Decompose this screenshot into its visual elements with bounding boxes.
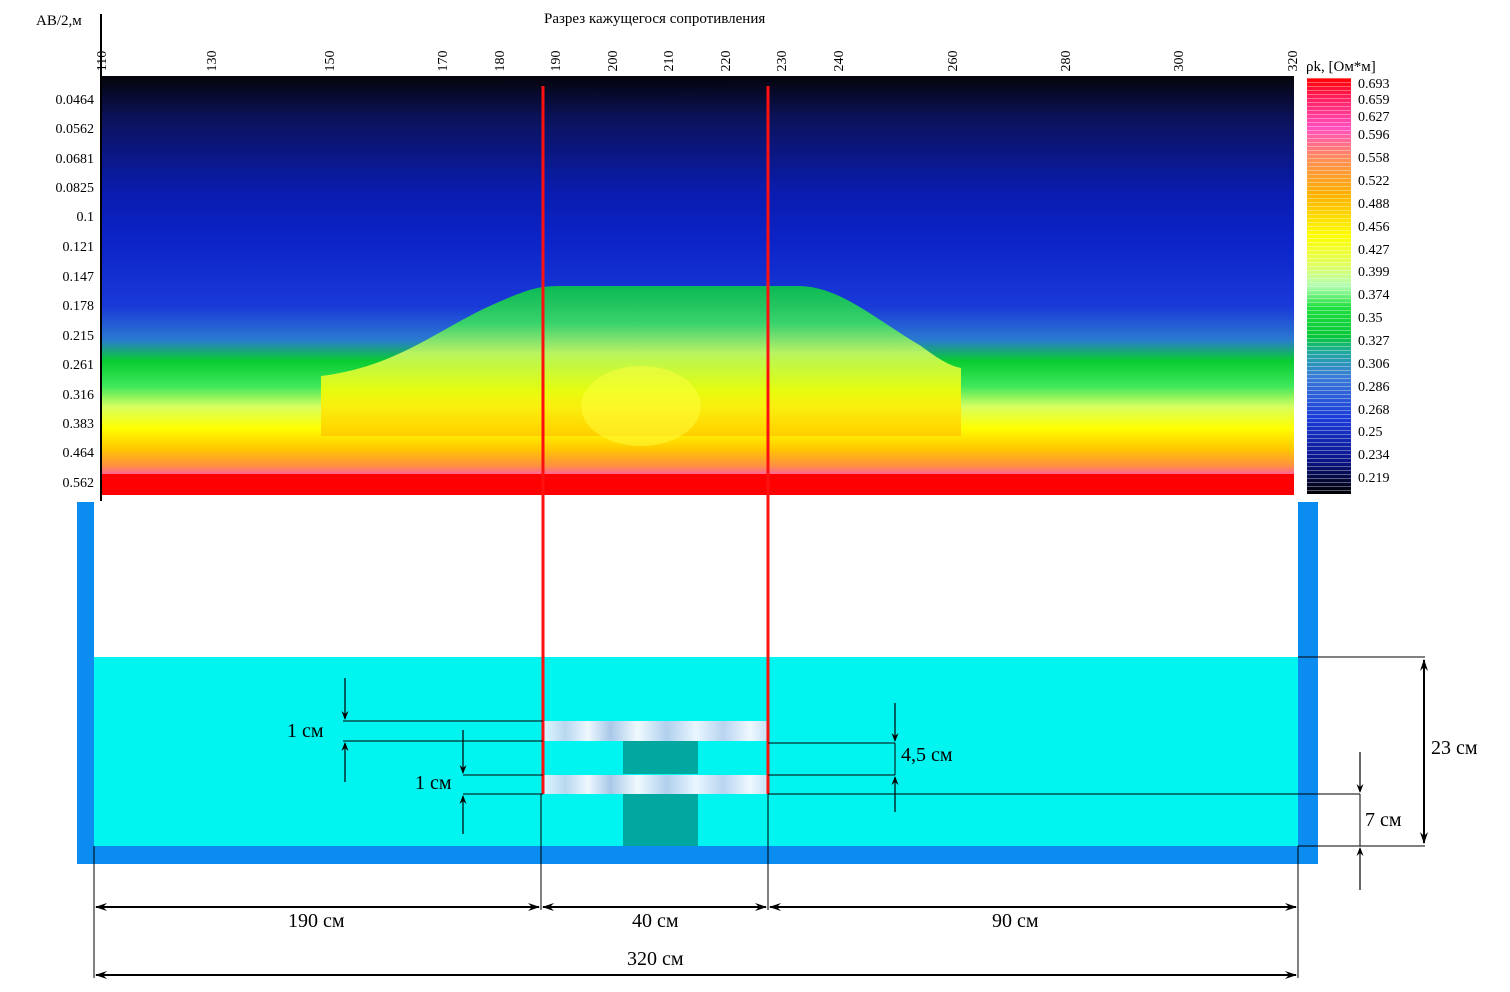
chart-title: Разрез кажущегося сопротивления: [544, 11, 766, 27]
y-tick: 0.0825: [55, 181, 95, 196]
y-tick: 0.0464: [55, 93, 95, 108]
colorbar-tick: 0.306: [1358, 357, 1390, 372]
y-tick: 0.0562: [55, 122, 95, 137]
y-tick: 0.178: [62, 299, 95, 314]
colorbar-label: ρk, [Ом*м]: [1306, 59, 1376, 75]
y-tick: 0.121: [62, 240, 95, 255]
colorbar-tick: 0.522: [1358, 174, 1390, 189]
colorbar-tick: 0.427: [1358, 243, 1390, 258]
y-axis-line: [100, 14, 102, 501]
y-axis-label: AB/2,м: [36, 13, 82, 29]
colorbar-tick: 0.488: [1358, 197, 1390, 212]
colorbar-tick: 0.234: [1358, 448, 1390, 463]
y-tick: 0.383: [62, 417, 95, 432]
colorbar-tick: 0.596: [1358, 128, 1390, 143]
plate-lower: [543, 775, 768, 794]
colorbar-tick: 0.399: [1358, 265, 1390, 280]
tank-left-wall: [77, 502, 94, 864]
colorbar-tick: 0.35: [1358, 311, 1383, 326]
dim-layer2: 1 см: [415, 772, 452, 794]
colorbar-tick: 0.219: [1358, 471, 1390, 486]
tank-bottom: [77, 846, 1318, 864]
colorbar: [1307, 78, 1351, 494]
y-tick: 0.0681: [55, 152, 95, 167]
y-tick: 0.261: [62, 358, 95, 373]
dim-water-depth: 23 см: [1431, 737, 1478, 759]
tank-right-wall: [1298, 502, 1318, 864]
plate-upper: [543, 721, 768, 741]
colorbar-tick: 0.693: [1358, 77, 1390, 92]
block: [623, 741, 698, 774]
dim-total-length: 320 см: [627, 948, 684, 970]
dim-mid-length: 40 см: [632, 910, 679, 932]
dim-bottom-offset: 7 см: [1365, 809, 1402, 831]
colorbar-tick: 0.374: [1358, 288, 1390, 303]
dim-right-length: 90 см: [992, 910, 1039, 932]
colorbar-tick: 0.327: [1358, 334, 1390, 349]
dim-left-length: 190 см: [288, 910, 345, 932]
dim-layer1: 1 см: [287, 720, 324, 742]
y-tick: 0.147: [62, 270, 95, 285]
colorbar-tick: 0.268: [1358, 403, 1390, 418]
y-tick: 0.316: [62, 388, 95, 403]
colorbar-tick: 0.456: [1358, 220, 1390, 235]
colorbar-tick: 0.627: [1358, 110, 1390, 125]
colorbar-tick: 0.659: [1358, 93, 1390, 108]
colorbar-tick: 0.558: [1358, 151, 1390, 166]
y-tick: 0.464: [62, 446, 95, 461]
colorbar-tick: 0.286: [1358, 380, 1390, 395]
y-tick: 0.1: [76, 210, 95, 225]
y-tick: 0.215: [62, 329, 95, 344]
dim-spacing: 4,5 см: [901, 744, 953, 766]
block: [623, 794, 698, 846]
resistivity-heatmap: [101, 76, 1294, 495]
y-tick: 0.562: [62, 476, 95, 491]
colorbar-tick: 0.25: [1358, 425, 1383, 440]
